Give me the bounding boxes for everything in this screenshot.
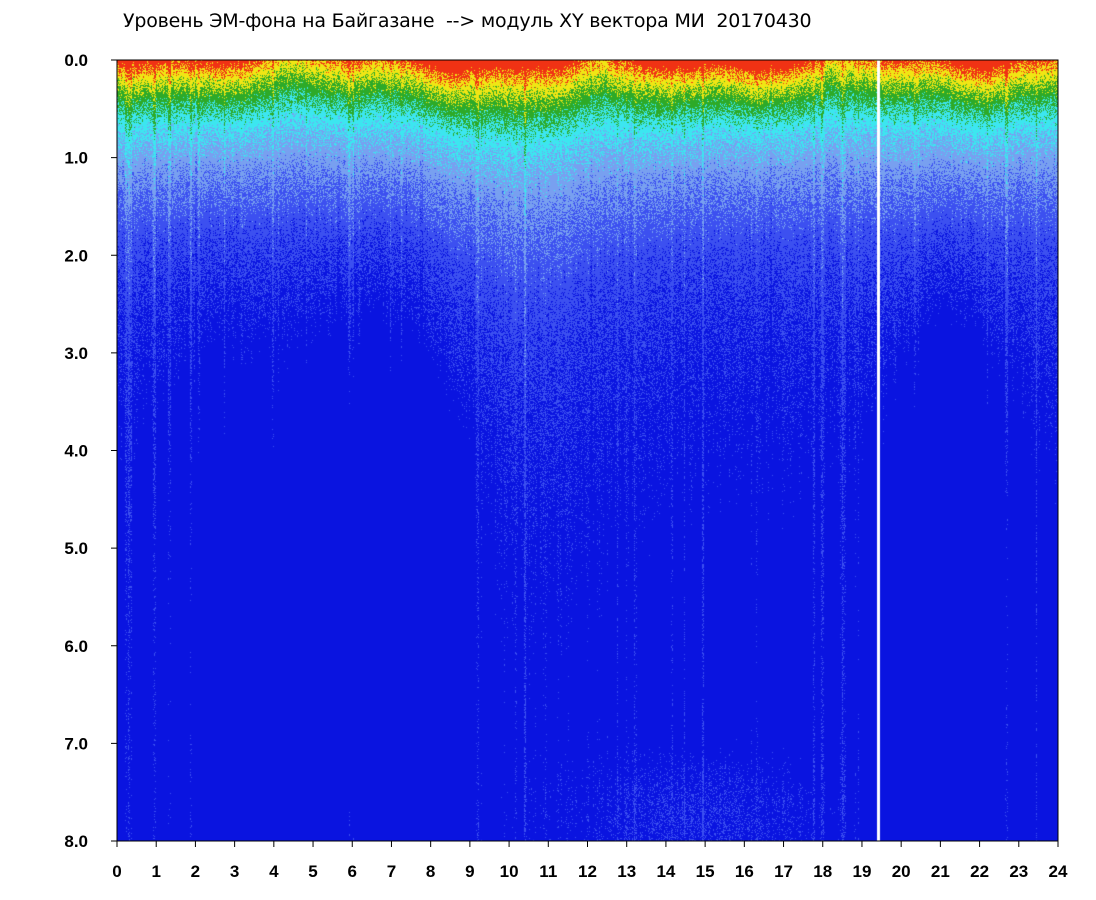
- x-tick-label: 21: [931, 862, 950, 881]
- y-tick-label: 3.0: [64, 344, 88, 363]
- x-tick-label: 18: [813, 862, 832, 881]
- x-tick-label: 1: [151, 862, 160, 881]
- plot-area: [116, 59, 1059, 842]
- x-tick-label: 3: [230, 862, 239, 881]
- x-tick-label: 9: [465, 862, 474, 881]
- y-tick-label: 1.0: [64, 149, 88, 168]
- x-tick-label: 23: [1009, 862, 1028, 881]
- x-tick-label: 20: [892, 862, 911, 881]
- x-tick-label: 24: [1049, 862, 1068, 881]
- x-tick-label: 10: [500, 862, 519, 881]
- x-tick-label: 15: [696, 862, 715, 881]
- chart-title: Уровень ЭМ-фона на Байгазане --> модуль …: [123, 10, 812, 32]
- y-tick-label: 8.0: [64, 832, 88, 851]
- x-axis: 0 1 2 3 4 5 6 7 8 9 10 11 12 13 14 15 16 17 18 19 20 21 22 23 24: [112, 841, 1068, 881]
- x-tick-label: 4: [269, 862, 279, 881]
- y-axis: 0.0 1.0 2.0 3.0 4.0 5.0 6.0 7.0 8.0: [64, 51, 117, 851]
- x-tick-label: 22: [970, 862, 989, 881]
- x-tick-label: 16: [735, 862, 754, 881]
- x-tick-label: 17: [774, 862, 793, 881]
- y-tick-label: 5.0: [64, 539, 88, 558]
- x-tick-label: 0: [112, 862, 121, 881]
- y-tick-label: 6.0: [64, 637, 88, 656]
- heatmap-image: [117, 60, 1058, 841]
- y-tick-label: 7.0: [64, 734, 88, 753]
- x-tick-label: 12: [578, 862, 597, 881]
- y-tick-label: 0.0: [64, 51, 88, 70]
- x-tick-label: 2: [191, 862, 200, 881]
- x-tick-label: 13: [617, 862, 636, 881]
- y-tick-label: 4.0: [64, 442, 88, 461]
- x-tick-label: 19: [852, 862, 871, 881]
- x-tick-label: 8: [426, 862, 435, 881]
- x-tick-label: 6: [348, 862, 357, 881]
- x-tick-label: 11: [539, 862, 557, 881]
- x-tick-label: 5: [308, 862, 317, 881]
- x-tick-label: 7: [387, 862, 396, 881]
- y-tick-label: 2.0: [64, 246, 88, 265]
- x-tick-label: 14: [656, 862, 675, 881]
